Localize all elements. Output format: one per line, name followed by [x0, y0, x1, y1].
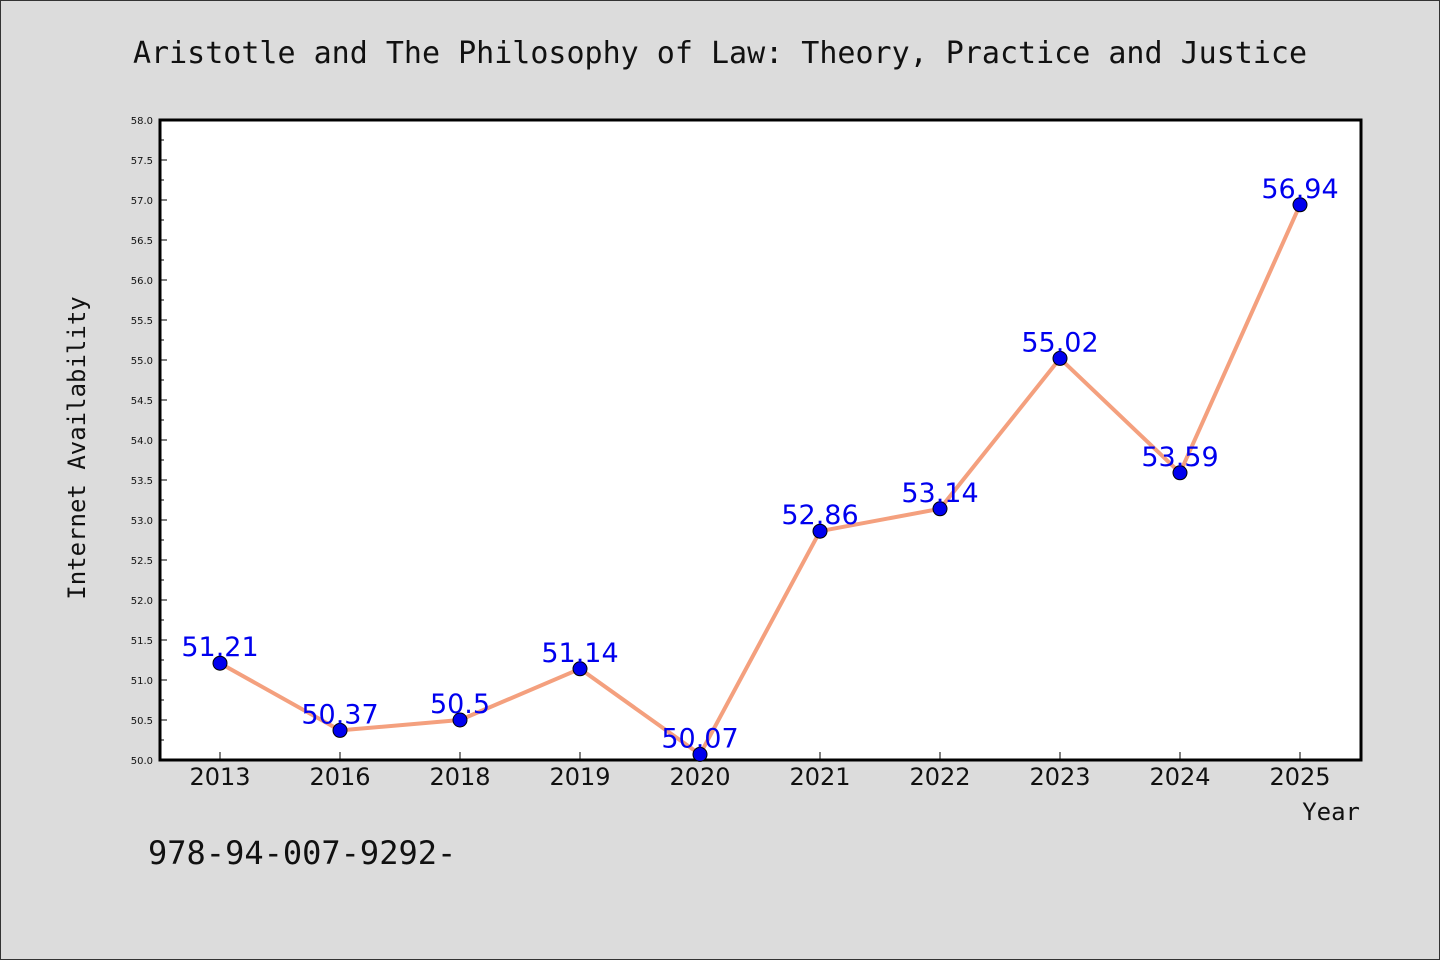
data-point — [572, 661, 588, 677]
data-point — [212, 655, 228, 671]
y-tick-label: 52.0 — [131, 596, 153, 607]
series-line — [219, 203, 1302, 757]
x-tick-label: 2020 — [669, 763, 730, 791]
x-tick-label: 2016 — [309, 763, 370, 791]
data-label: 50.37 — [301, 699, 378, 730]
data-label: 51.21 — [181, 632, 258, 663]
y-tick-label: 50.5 — [131, 716, 153, 727]
data-label: 53.59 — [1141, 442, 1218, 473]
y-tick-label: 53.5 — [131, 476, 153, 487]
y-tick-label: 51.0 — [131, 676, 153, 687]
x-tick-label: 2018 — [429, 763, 490, 791]
x-axis: 2013 2016 2018 2019 2020 2021 2022 2023 2024 2025 — [189, 752, 1331, 791]
data-label: 51.14 — [541, 638, 618, 669]
data-label: 50.5 — [430, 689, 490, 720]
x-tick-label: 2025 — [1269, 763, 1330, 791]
data-markers — [212, 197, 1308, 762]
y-tick-label: 56.5 — [131, 236, 153, 247]
y-tick-label: 57.5 — [131, 156, 153, 167]
y-tick-label: 56.0 — [131, 276, 153, 287]
x-tick-label: 2024 — [1149, 763, 1210, 791]
data-labels: 51.21 50.37 50.5 51.14 50.07 52.86 53.14 55.02 5… — [181, 174, 1338, 755]
y-tick-label: 50.0 — [131, 756, 153, 767]
data-point — [692, 746, 708, 762]
x-tick-label: 2023 — [1029, 763, 1090, 791]
data-label: 50.07 — [661, 723, 738, 754]
data-label: 55.02 — [1021, 327, 1098, 358]
data-point — [1292, 197, 1308, 213]
y-tick-label: 54.5 — [131, 396, 153, 407]
y-tick-label: 52.5 — [131, 556, 153, 567]
y-tick-label: 55.5 — [131, 316, 153, 327]
data-point — [332, 722, 348, 738]
y-tick-label: 54.0 — [131, 436, 153, 447]
data-label: 52.86 — [781, 500, 858, 531]
data-point — [1172, 465, 1188, 481]
footer-identifier: 978-94-007-9292- — [148, 834, 456, 872]
series-line-group — [219, 203, 1302, 757]
plot-area — [158, 118, 1363, 762]
x-tick-label: 2019 — [549, 763, 610, 791]
x-tick-label: 2013 — [189, 763, 250, 791]
x-axis-label: Year — [1302, 798, 1360, 826]
data-point — [932, 501, 948, 517]
data-point — [1052, 350, 1068, 366]
y-axis-label: Internet Availability — [63, 296, 91, 599]
y-tick-label: 55.0 — [131, 356, 153, 367]
data-point — [812, 523, 828, 539]
y-tick-label: 51.5 — [131, 636, 153, 647]
y-tick-label: 58.0 — [131, 116, 153, 127]
data-label: 56.94 — [1261, 174, 1338, 205]
y-tick-label: 57.0 — [131, 196, 153, 207]
y-axis: 50.0 50.5 51.0 51.5 52.0 52.5 53.0 53.5 54.0 54.5… — [131, 116, 167, 767]
data-point — [452, 712, 468, 728]
data-label: 53.14 — [901, 478, 978, 509]
chart-title: Aristotle and The Philosophy of Law: The… — [133, 36, 1307, 71]
x-tick-label: 2022 — [909, 763, 970, 791]
y-tick-label: 53.0 — [131, 516, 153, 527]
x-tick-label: 2021 — [789, 763, 850, 791]
